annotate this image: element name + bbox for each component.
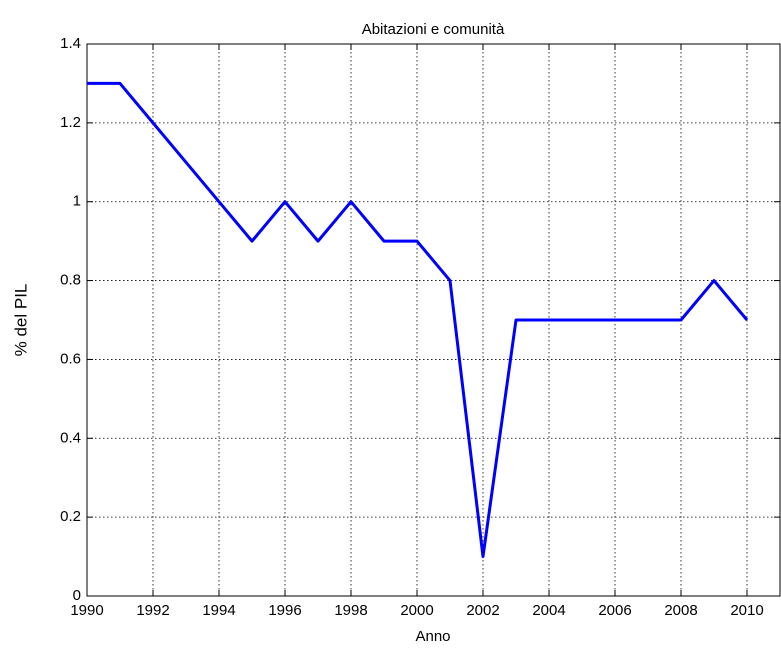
x-tick-label: 1998 (334, 602, 367, 619)
y-tick-label: 0.8 (60, 272, 81, 289)
plot-frame (86, 43, 781, 597)
data-line (87, 81, 749, 559)
y-tick-label: 0 (73, 587, 81, 604)
x-tick-label: 2010 (730, 602, 763, 619)
x-tick-label: 1990 (70, 602, 103, 619)
y-tick-label: 1.4 (60, 35, 81, 52)
x-tick-label: 2006 (598, 602, 631, 619)
x-axis-label: Anno (415, 628, 450, 645)
chart-title: Abitazioni e comunità (362, 21, 505, 38)
x-tick-label: 1992 (136, 602, 169, 619)
y-tick-label: 0.6 (60, 350, 81, 367)
y-tick-label: 0.4 (60, 429, 81, 446)
x-tick-label: 2004 (532, 602, 565, 619)
y-tick-label: 0.2 (60, 508, 81, 525)
x-tick-label: 1996 (268, 602, 301, 619)
y-tick-label: 1 (73, 193, 81, 210)
x-tick-label: 2000 (400, 602, 433, 619)
x-tick-label: 2002 (466, 602, 499, 619)
x-tick-label: 1994 (202, 602, 235, 619)
y-tick-label: 1.2 (60, 114, 81, 131)
y-axis-label: % del PIL (11, 284, 30, 357)
x-tick-label: 2008 (664, 602, 697, 619)
